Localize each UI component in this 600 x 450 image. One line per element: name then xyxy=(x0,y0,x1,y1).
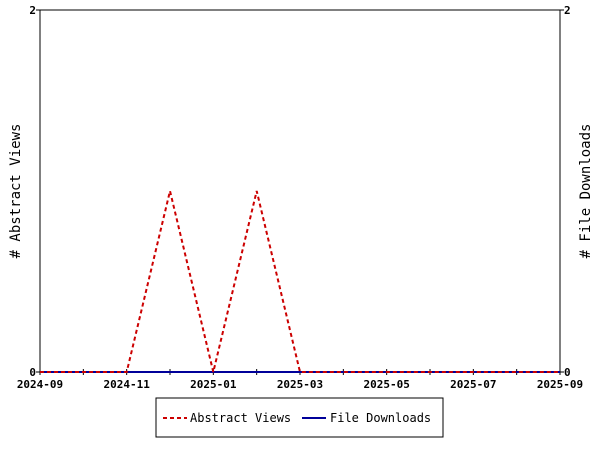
legend-box xyxy=(155,397,444,438)
plot-area xyxy=(39,9,561,373)
y-tick-label-left: 2 xyxy=(29,4,36,17)
y-axis: 0 2 0 2 xyxy=(29,4,570,379)
x-axis: 2024-09 2024-11 2025-01 2025-03 2025-05 2025-… xyxy=(17,369,583,391)
legend-label: File Downloads xyxy=(330,411,431,425)
y-axis-title-left: # Abstract Views xyxy=(8,124,24,259)
legend: Abstract Views File Downloads xyxy=(155,397,444,438)
x-tick-label: 2025-03 xyxy=(277,378,323,391)
series-line-abstract-views xyxy=(40,190,560,373)
x-tick-label: 2024-11 xyxy=(103,378,150,391)
series-layer xyxy=(40,190,560,373)
y-tick-label-right: 2 xyxy=(564,4,571,17)
y-tick-label-right: 0 xyxy=(564,366,571,379)
y-tick-label-left: 0 xyxy=(29,366,36,379)
x-tick-label: 2025-07 xyxy=(450,378,496,391)
legend-label: Abstract Views xyxy=(190,411,291,425)
x-tick-label: 2025-05 xyxy=(363,378,409,391)
x-tick-label: 2024-09 xyxy=(17,378,63,391)
y-axis-title-right: # File Downloads xyxy=(578,124,594,259)
plot-frame xyxy=(39,9,561,373)
x-tick-label: 2025-01 xyxy=(190,378,237,391)
x-tick-label: 2025-09 xyxy=(537,378,583,391)
